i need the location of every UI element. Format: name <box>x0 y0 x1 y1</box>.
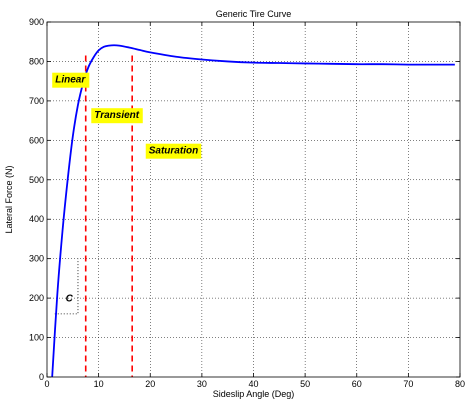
annotation-box <box>91 108 143 124</box>
x-tick-label: 80 <box>455 379 465 389</box>
y-tick-label: 100 <box>29 333 44 343</box>
annotation-c: C <box>66 294 74 305</box>
y-tick-label: 600 <box>29 135 44 145</box>
annotation-label: Linear <box>55 75 86 86</box>
y-tick-label: 900 <box>29 17 44 27</box>
annotation-box <box>52 72 90 88</box>
x-tick-label: 70 <box>403 379 413 389</box>
tire-curve-line <box>51 44 455 378</box>
annotation-label: Transient <box>94 110 139 121</box>
y-tick-label: 700 <box>29 96 44 106</box>
annotation-saturation: Saturation <box>145 143 202 159</box>
x-tick-label: 0 <box>44 379 49 389</box>
x-tick-label: 30 <box>197 379 207 389</box>
annotation-label: C <box>66 294 74 305</box>
x-tick-label: 40 <box>248 379 258 389</box>
x-tick-label: 60 <box>352 379 362 389</box>
grid-layer <box>47 22 460 377</box>
x-tick-label: 50 <box>300 379 310 389</box>
annotation-transient: Transient <box>91 108 143 124</box>
y-tick-label: 400 <box>29 214 44 224</box>
x-axis-label: Sideslip Angle (Deg) <box>213 389 295 399</box>
annotation-box <box>145 143 202 159</box>
y-tick-label: 300 <box>29 254 44 264</box>
y-tick-label: 200 <box>29 293 44 303</box>
y-axis-label: Lateral Force (N) <box>4 165 14 233</box>
y-tick-label: 0 <box>39 372 44 382</box>
x-tick-label: 10 <box>94 379 104 389</box>
tick-layer: 0 10 20 30 40 50 60 70 8001002003004005006007008… <box>29 17 465 389</box>
slope-triangle <box>54 258 79 315</box>
x-tick-label: 20 <box>145 379 155 389</box>
annotation-layer: Linear Transient Saturation C <box>52 72 202 305</box>
annotation-linear: Linear <box>52 72 90 88</box>
y-tick-label: 500 <box>29 175 44 185</box>
chart-title: Generic Tire Curve <box>216 9 292 19</box>
y-tick-label: 800 <box>29 56 44 66</box>
annotation-label: Saturation <box>149 146 198 157</box>
